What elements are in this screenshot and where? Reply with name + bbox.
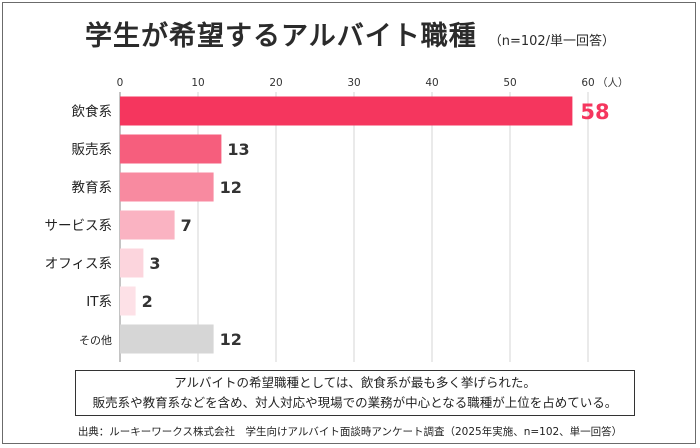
value-label-5: 2 <box>142 292 153 311</box>
bar-2 <box>120 172 214 202</box>
bar-4 <box>120 248 144 278</box>
value-label-6: 12 <box>220 330 242 349</box>
x-tick-label-30: 30 <box>347 77 360 89</box>
x-tick-label-20: 20 <box>269 77 282 89</box>
title-subtitle: （n=102/単一回答） <box>488 34 616 49</box>
x-tick-label-0: 0 <box>117 77 124 89</box>
source-text: 出典：ルーキーワークス株式会社 学生向けアルバイト面談時アンケート調査（2025… <box>77 426 623 438</box>
chart-title: 学生が希望するアルバイト職種 （n=102/単一回答） <box>0 14 700 53</box>
category-label-4: オフィス系 <box>45 256 112 272</box>
title-main: 学生が希望するアルバイト職種 <box>84 21 477 52</box>
category-label-0: 飲食系 <box>72 103 113 120</box>
category-label-1: 販売系 <box>72 142 113 158</box>
category-label-6: その他 <box>79 334 112 347</box>
value-label-1: 13 <box>227 140 249 159</box>
bar-5 <box>120 286 136 316</box>
value-label-2: 12 <box>220 178 242 197</box>
bar-1 <box>120 134 222 164</box>
note-box: アルバイトの希望職種としては、飲食系が最も多く挙げられた。 販売系や教育系などを… <box>75 370 635 416</box>
value-label-3: 7 <box>181 216 192 235</box>
x-unit-label: （人） <box>597 77 629 89</box>
note-line-2: 販売系や教育系などを含め、対人対応や現場での業務が中心となる職種が上位を占めてい… <box>92 395 618 410</box>
x-tick-label-50: 50 <box>503 77 516 89</box>
bar-0 <box>120 96 573 126</box>
bar-6 <box>120 324 214 354</box>
x-tick-label-10: 10 <box>191 77 204 89</box>
value-label-0: 58 <box>580 100 609 124</box>
category-label-3: サービス系 <box>45 218 113 234</box>
bar-3 <box>120 210 175 240</box>
value-label-4: 3 <box>149 254 160 273</box>
x-tick-label-60: 60 <box>581 77 594 89</box>
category-label-2: 教育系 <box>72 180 113 196</box>
x-tick-label-40: 40 <box>425 77 438 89</box>
note-line-1: アルバイトの希望職種としては、飲食系が最も多く挙げられた。 <box>174 375 536 390</box>
category-label-5: IT系 <box>86 294 112 310</box>
